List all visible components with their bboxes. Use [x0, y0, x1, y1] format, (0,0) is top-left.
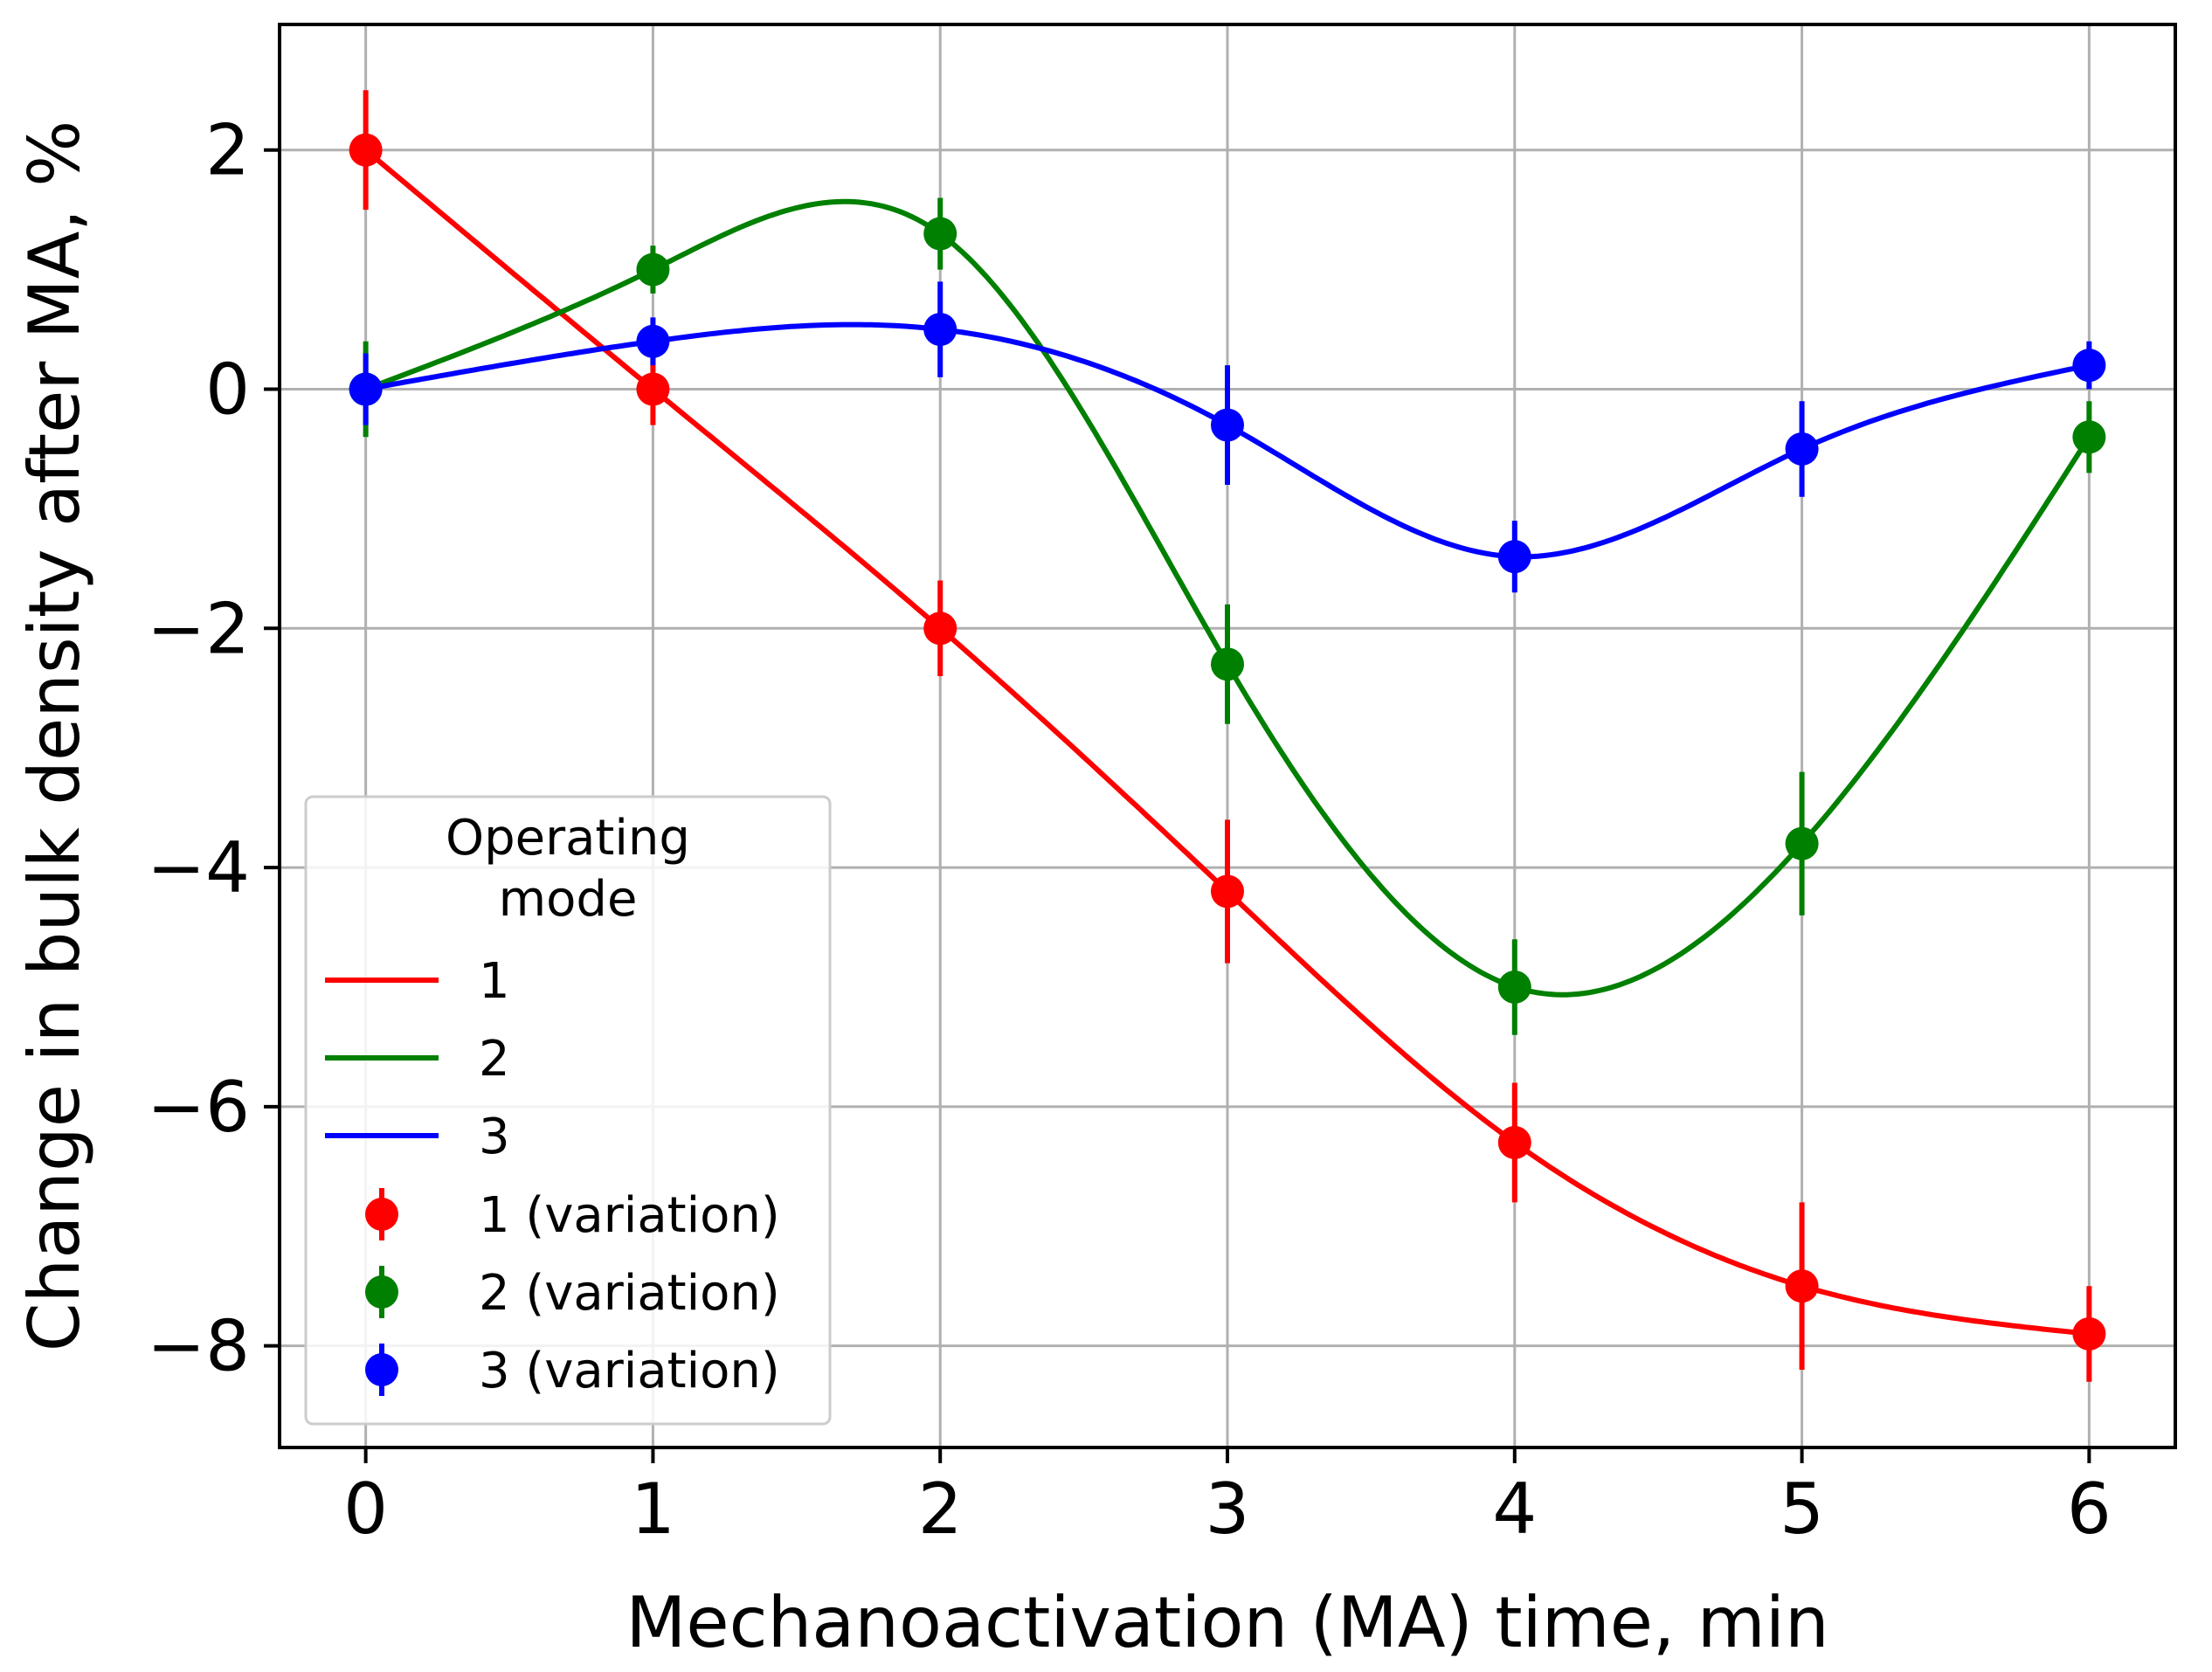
legend-label-2: 2	[479, 1031, 510, 1088]
series-2-point	[2072, 420, 2106, 454]
legend-label-variation-2: 2 (variation)	[479, 1265, 780, 1322]
series-1-point	[1497, 1125, 1531, 1159]
legend-marker-swatch-3	[365, 1353, 398, 1386]
series-2-point	[923, 217, 957, 251]
x-tick-label: 0	[343, 1468, 388, 1550]
series-1-point	[2072, 1316, 2106, 1351]
legend-box	[304, 795, 832, 1426]
x-axis-label: Mechanoactivation (MA) time, min	[626, 1582, 1828, 1663]
series-1-point	[636, 372, 670, 406]
legend-label-variation-3: 3 (variation)	[479, 1343, 780, 1399]
legend-label-1: 1	[479, 953, 510, 1010]
y-tick-label: 2	[205, 110, 250, 191]
y-tick-label: −4	[147, 827, 250, 909]
x-tick-label: 2	[918, 1468, 963, 1550]
data-series	[349, 90, 2106, 1382]
y-tick-label: −6	[147, 1067, 250, 1148]
series-1-point	[1785, 1269, 1819, 1303]
series-3-point	[1497, 540, 1531, 574]
series-3-point	[636, 324, 670, 358]
series-2-point	[636, 252, 670, 287]
series-3-point	[2072, 349, 2106, 383]
x-tick-label: 1	[631, 1468, 675, 1550]
y-tick-label: 0	[205, 349, 250, 431]
legend-label-variation-1: 1 (variation)	[479, 1187, 780, 1244]
series-1-point	[923, 611, 957, 646]
legend-title: Operating	[446, 810, 690, 867]
series-3-point	[1211, 408, 1244, 442]
y-tick-label: −2	[147, 588, 250, 669]
x-tick-label: 6	[2067, 1468, 2112, 1550]
series-1-point	[1211, 874, 1244, 909]
legend-marker-swatch-1	[365, 1198, 398, 1231]
legend-label-3: 3	[479, 1109, 510, 1165]
series-1-point	[349, 133, 383, 167]
legend: Operating mode 1 2 3 1 (variation) 2 (variati…	[304, 795, 832, 1426]
legend-title-line2: mode	[499, 871, 638, 928]
y-axis-label: Change in bulk density after MA, %	[14, 121, 95, 1352]
series-2-point	[1211, 647, 1244, 681]
x-tick-label: 4	[1492, 1468, 1537, 1550]
series-2-point	[1785, 826, 1819, 860]
x-tick-label: 5	[1780, 1468, 1824, 1550]
series-3-point	[923, 313, 957, 347]
series-3-point	[349, 372, 383, 406]
x-tick-label: 3	[1206, 1468, 1250, 1550]
y-tick-label: −8	[147, 1306, 250, 1387]
legend-marker-swatch-2	[365, 1275, 398, 1309]
series-2-point	[1497, 970, 1531, 1004]
axes: 0 1 2 3 4 5 6 2 0 −2 −4 −6 −8	[147, 23, 2177, 1550]
series-3-point	[1785, 432, 1819, 466]
